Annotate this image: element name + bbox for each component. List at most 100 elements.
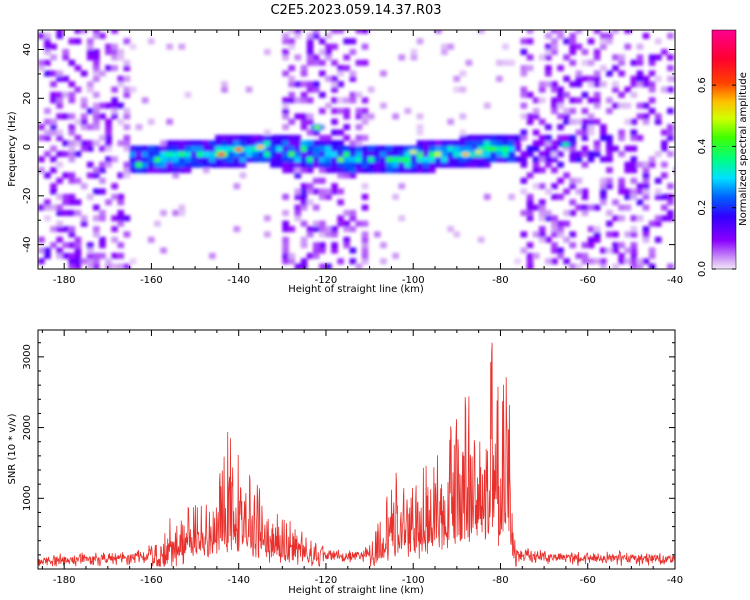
heatmap-cell xyxy=(545,81,552,88)
heatmap-cell xyxy=(105,161,112,168)
heatmap-cell xyxy=(331,108,338,114)
heatmap-cell xyxy=(630,177,638,184)
heatmap-cell xyxy=(563,108,570,114)
heatmap-cell xyxy=(587,226,595,233)
heatmap-cell xyxy=(86,193,94,200)
heatmap-cell xyxy=(50,242,57,249)
heatmap-cell xyxy=(380,258,387,265)
heatmap-cell xyxy=(129,167,137,174)
heatmap-cell xyxy=(477,134,485,141)
heatmap-cell xyxy=(380,102,387,109)
heatmap-cell xyxy=(453,140,461,147)
heatmap-cell xyxy=(172,156,180,163)
heatmap-cell xyxy=(221,156,228,163)
heatmap-cell xyxy=(465,134,473,141)
heatmap-cell xyxy=(215,140,222,147)
heatmap-cell xyxy=(160,145,167,152)
heatmap-cell xyxy=(538,226,546,233)
heatmap-cell xyxy=(68,193,76,200)
heatmap-cell xyxy=(618,59,625,66)
heatmap-cell xyxy=(447,140,454,147)
heatmap-cell xyxy=(319,167,326,174)
heatmap-cell xyxy=(141,145,149,152)
heatmap-cell xyxy=(343,210,351,216)
heatmap-cell xyxy=(428,140,436,147)
heatmap-cell xyxy=(331,118,338,125)
heatmap-cell xyxy=(300,124,308,131)
heatmap-cell xyxy=(178,145,186,152)
heatmap-cell xyxy=(74,38,82,45)
heatmap-cell xyxy=(355,263,363,269)
heatmap-cell xyxy=(62,193,70,200)
heatmap-cell xyxy=(600,188,607,195)
heatmap-cell xyxy=(68,156,76,163)
heatmap-cell xyxy=(282,151,289,157)
heatmap-cell xyxy=(654,54,662,61)
heatmap-cell xyxy=(557,247,564,254)
heatmap-cell xyxy=(319,226,326,233)
heatmap-cell xyxy=(538,118,546,125)
heatmap-cell xyxy=(630,145,638,152)
heatmap-cell xyxy=(557,177,564,184)
heatmap-cell xyxy=(123,215,131,222)
heatmap-cell xyxy=(593,226,601,233)
heatmap-cell xyxy=(160,151,167,157)
heatmap-cell xyxy=(654,118,662,125)
heatmap-cell xyxy=(661,129,668,136)
heatmap-cell xyxy=(557,134,564,141)
heatmap-cell xyxy=(154,167,161,174)
heatmap-cell xyxy=(581,108,589,114)
heatmap-cell xyxy=(526,258,534,265)
heatmap-cell xyxy=(483,151,491,157)
heatmap-cell xyxy=(502,140,509,147)
heatmap-cell xyxy=(80,97,88,104)
heatmap-cell xyxy=(68,151,76,157)
heatmap-cell xyxy=(624,167,632,174)
heatmap-cell xyxy=(624,258,632,265)
x-tick-label: -40 xyxy=(667,575,683,586)
heatmap-cell xyxy=(667,54,674,61)
heatmap-cell xyxy=(361,30,369,34)
heatmap-cell xyxy=(325,193,332,200)
heatmap-cell xyxy=(300,220,308,227)
heatmap-cell xyxy=(514,134,522,141)
heatmap-cell xyxy=(86,108,94,114)
heatmap-cell xyxy=(123,108,131,114)
heatmap-cell xyxy=(551,102,558,109)
heatmap-cell xyxy=(648,252,656,259)
heatmap-cell xyxy=(190,161,198,168)
heatmap-cell xyxy=(282,38,289,45)
heatmap-cell xyxy=(245,140,253,147)
heatmap-cell xyxy=(367,167,375,174)
heatmap-cell xyxy=(294,81,302,88)
heatmap-cell xyxy=(233,140,241,147)
heatmap-cell xyxy=(349,49,357,55)
heatmap-cell xyxy=(86,38,94,45)
heatmap-cell xyxy=(221,86,228,93)
heatmap-cell xyxy=(606,108,613,114)
heatmap-cell xyxy=(624,43,632,50)
heatmap-cell xyxy=(50,54,57,61)
heatmap-cell xyxy=(355,108,363,114)
heatmap-cell xyxy=(86,161,94,168)
heatmap-cell xyxy=(117,172,125,179)
heatmap-cell xyxy=(251,140,259,147)
heatmap-cell xyxy=(642,258,650,265)
heatmap-cell xyxy=(361,113,369,120)
heatmap-cell xyxy=(56,193,63,200)
heatmap-cell xyxy=(93,263,100,269)
heatmap-cell xyxy=(294,215,302,222)
heatmap-cell xyxy=(129,156,137,163)
heatmap-cell xyxy=(93,215,100,222)
heatmap-cell xyxy=(306,183,314,190)
heatmap-cell xyxy=(319,145,326,152)
heatmap-cell xyxy=(239,151,247,157)
heatmap-cell xyxy=(551,49,558,55)
heatmap-cell xyxy=(526,151,534,157)
heatmap-cell xyxy=(538,86,546,93)
heatmap-cell xyxy=(551,167,558,174)
heatmap-cell xyxy=(563,54,570,61)
heatmap-cell xyxy=(654,75,662,82)
heatmap-cell xyxy=(306,231,314,238)
heatmap-cell xyxy=(398,167,406,174)
